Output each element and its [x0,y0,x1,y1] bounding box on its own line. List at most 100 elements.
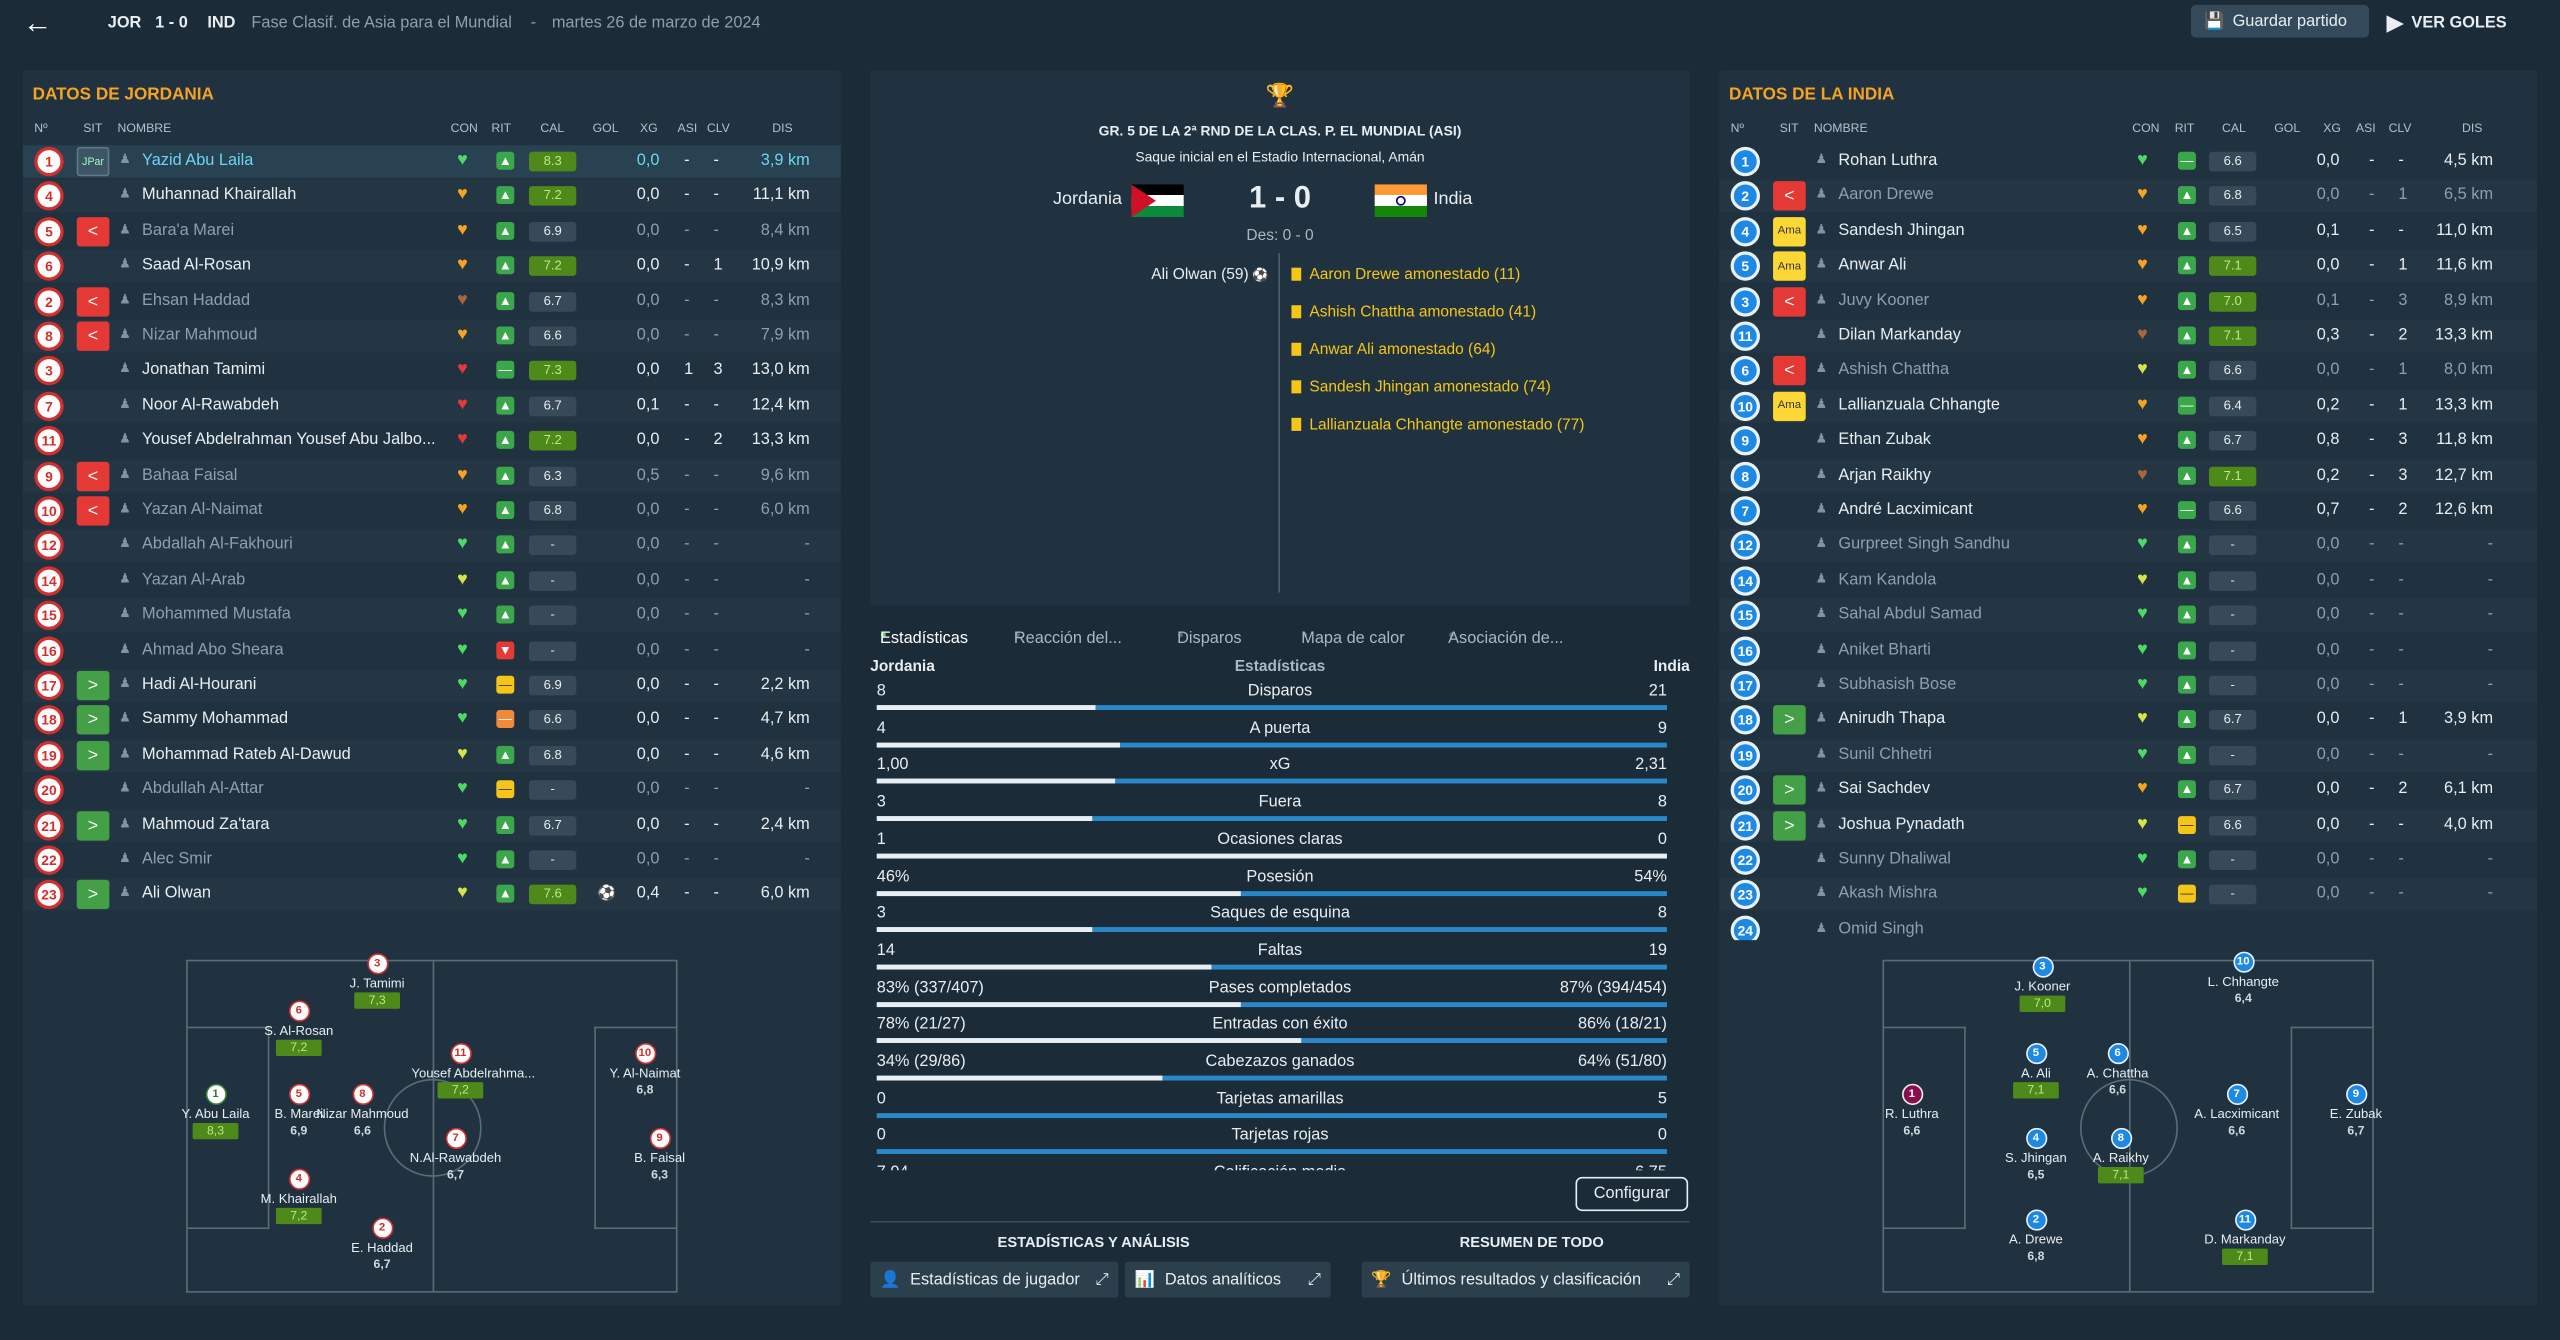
player-row[interactable]: 20 ♟ Abdullah Al-Attar ♥ — -0,0- - - [23,774,841,807]
formation-player[interactable]: 5 A. Ali 7,1 [1987,1042,2085,1099]
player-name[interactable]: Omid Singh [1838,920,1924,939]
player-name[interactable]: Muhannad Khairallah [142,186,297,205]
player-name[interactable]: Arjan Raikhy [1838,466,1931,485]
player-row[interactable]: 15 ♟ Sahal Abdul Samad ♥ ▲ -0,0- - - [1719,599,2538,632]
player-name[interactable]: Sunil Chhetri [1838,745,1932,764]
player-name[interactable]: Alec Smir [142,850,212,869]
formation-player[interactable]: 7 A. Lacximicant 6,6 [2188,1083,2286,1144]
player-name[interactable]: Nizar Mahmoud [142,326,258,345]
formation-player[interactable]: 6 A. Chattha 6,6 [2069,1042,2167,1103]
formation-player[interactable]: 1 Y. Abu Laila 8,3 [167,1083,265,1140]
player-name[interactable]: Lallianzuala Chhangte [1838,396,2000,415]
player-name[interactable]: André Lacximicant [1838,501,1973,520]
player-name[interactable]: Yazid Abu Laila [142,151,254,170]
player-name[interactable]: Sahal Abdul Samad [1838,605,1982,624]
player-name[interactable]: Joshua Pynadath [1838,815,1965,834]
player-row[interactable]: 4 Ama ♟ Sandesh Jhingan ♥ ▲ 6.5 0,1 - - 11,0 km [1719,215,2537,248]
player-row[interactable]: 5 < ♟ Bara'a Marei ♥ ▲ 6.9 0,0 - - 8,4 km [23,215,841,248]
player-row[interactable]: 12 ♟ Abdallah Al-Fakhouri ♥ ▲ -0,0- - - [22,529,841,563]
player-row[interactable]: 11 ♟ Yousef Abdelrahman Yousef Abu Jalbo..… [23,425,841,458]
player-row[interactable]: 14 ♟ Kam Kandola ♥ ▲ -0,0- - - [1719,564,2537,597]
player-name[interactable]: Sandesh Jhingan [1838,221,1965,240]
player-row[interactable]: 3 < ♟ Juvy Kooner ♥ ▲ 7.0 0,1 - 3 8,9 km [1719,285,2537,318]
player-row[interactable]: 15 ♟ Mohammed Mustafa ♥ ▲ -0,0- - - [22,599,841,632]
player-row[interactable]: 16 ♟ Aniket Bharti ♥ ▲ -0,0- - - [1719,634,2537,667]
player-row[interactable]: 17 > ♟ Hadi Al-Hourani ♥ — 6.9 0,0 - - 2,2 km [22,669,841,702]
player-row[interactable]: 7 ♟ Noor Al-Rawabdeh ♥ ▲ 6.7 0,1 - - 12,4 km [22,389,841,423]
player-name[interactable]: Abdullah Al-Attar [142,780,264,799]
player-row[interactable]: 7 ♟ André Lacximicant ♥ — 6.6 0,7 - 2 12,6 km [1719,495,2537,528]
formation-player[interactable]: 11 D. Markanday 7,1 [2196,1209,2294,1265]
player-name[interactable]: Abdallah Al-Fakhouri [142,535,293,554]
player-name[interactable]: Ali Olwan [142,885,212,904]
player-name[interactable]: Yazan Al-Naimat [142,501,263,520]
player-name[interactable]: Aaron Drewe [1838,186,1934,205]
player-row[interactable]: 9 < ♟ Bahaa Faisal ♥ ▲ 6.3 0,5 - - 9,6 km [22,459,841,493]
results-button[interactable]: 🏆 Últimos resultados y clasificación ⤢ [1361,1261,1690,1298]
player-name[interactable]: Mohammed Mustafa [142,605,291,624]
player-name[interactable]: Yousef Abdelrahman Yousef Abu Jalbo... [142,431,436,450]
player-row[interactable]: 11 ♟ Dilan Markanday ♥ ▲ 7.1 0,3 - 2 13,3 km [1719,319,2538,353]
player-row[interactable]: 1 JPar ♟ Yazid Abu Laila ♥ ▲ 8.3 0,0 - - 3,9 km [22,145,841,178]
player-name[interactable]: Bahaa Faisal [142,466,238,485]
formation-player[interactable]: 9 B. Faisal 6,3 [611,1127,709,1188]
player-row[interactable]: 3 ♟ Jonathan Tamimi ♥ —7.3 0,0 1 3 13,0 km [23,355,841,388]
player-stats-button[interactable]: 👤 Estadísticas de jugador ⤢ [870,1261,1119,1298]
player-row[interactable]: 1 ♟ Rohan Luthra ♥ — 6.6 0,0 - - 4,5 km [1719,145,2537,178]
player-row[interactable]: 19 ♟ Sunil Chhetri ♥ ▲ -0,0- - - [1719,739,2538,772]
player-row[interactable]: 23 > ♟ Ali Olwan ♥ ▲ 7.6 ⚽ 0,4 - - 6,0 km [22,878,841,912]
player-name[interactable]: Dilan Markanday [1838,326,1961,345]
player-name[interactable]: Kam Kandola [1838,570,1937,589]
formation-player[interactable]: 7 N.Al-Rawabdeh 6,7 [407,1127,505,1188]
formation-player[interactable]: 9 E. Zubak 6,7 [2307,1083,2405,1144]
save-match-button[interactable]: 💾 Guardar partido [2191,4,2369,38]
player-row[interactable]: 6 < ♟ Ashish Chattha ♥ ▲ 6.6 0,0 - 1 8,0 km [1719,355,2537,388]
formation-player[interactable]: 2 E. Haddad 6,7 [333,1217,431,1278]
formation-player[interactable]: 2 A. Drewe 6,8 [1987,1209,2085,1269]
player-row[interactable]: 9 ♟ Ethan Zubak ♥ ▲ 6.7 0,8 - 3 11,8 km [1719,425,2537,458]
player-row[interactable]: 14 ♟ Yazan Al-Arab ♥ ▲ -0,0- - - [23,564,841,597]
player-row[interactable]: 21 > ♟ Joshua Pynadath ♥ — 6.6 0,0 - - 4,0 km [1719,808,2538,842]
player-row[interactable]: 12 ♟ Gurpreet Singh Sandhu ♥ ▲ -0,0- - - [1719,529,2538,563]
formation-player[interactable]: 10 L. Chhangte 6,4 [2194,951,2292,1012]
player-row[interactable]: 8 ♟ Arjan Raikhy ♥ ▲ 7.1 0,2 - 3 12,7 km [1719,459,2538,493]
player-name[interactable]: Sammy Mohammad [142,710,289,729]
formation-player[interactable]: 8 A. Raikhy 7,1 [2072,1127,2170,1184]
formation-player[interactable]: 4 M. Khairallah 7,2 [250,1168,348,1225]
player-name[interactable]: Anirudh Thapa [1838,710,1946,729]
player-name[interactable]: Yazan Al-Arab [142,570,246,589]
formation-player[interactable]: 5 B. Marei 6,9 [250,1083,348,1144]
player-name[interactable]: Mohammad Rateb Al-Dawud [142,745,351,764]
player-name[interactable]: Juvy Kooner [1838,291,1930,310]
player-row[interactable]: 10 < ♟ Yazan Al-Naimat ♥ ▲ 6.8 0,0 - - 6,0 km [23,495,841,528]
player-name[interactable]: Noor Al-Rawabdeh [142,396,280,415]
player-row[interactable]: 19 > ♟ Mohammad Rateb Al-Dawud ♥ ▲ 6.8 0,0 - - 4,6… [22,739,841,772]
player-name[interactable]: Mahmoud Za'tara [142,815,270,834]
formation-player[interactable]: 3 J. Tamimi 7,3 [328,953,426,1009]
player-name[interactable]: Jonathan Tamimi [142,361,266,380]
player-name[interactable]: Rohan Luthra [1838,151,1938,170]
player-name[interactable]: Aniket Bharti [1838,640,1931,659]
back-arrow-icon[interactable]: ← [22,6,53,40]
player-row[interactable]: 16 ♟ Ahmad Abo Sheara ♥ ▼ -0,0- - - [23,634,841,667]
player-row[interactable]: 18 > ♟ Sammy Mohammad ♥ — 6.6 0,0 - - 4,7 km [23,704,841,737]
view-goals-button[interactable]: ▶ VER GOLES [2387,8,2534,37]
player-name[interactable]: Ethan Zubak [1838,431,1931,450]
player-row[interactable]: 22 ♟ Sunny Dhaliwal ♥ ▲ -0,0- - - [1719,844,2537,877]
player-row[interactable]: 20 > ♟ Sai Sachdev ♥ ▲ 6.7 0,0 - 2 6,1 km [1719,774,2537,807]
player-row[interactable]: 4 ♟ Muhannad Khairallah ♥ ▲ 7.2 0,0 - - 11,1 km [22,180,841,213]
formation-player[interactable]: 8 Nizar Mahmoud 6,6 [313,1083,411,1144]
player-row[interactable]: 2 < ♟ Aaron Drewe ♥ ▲ 6.8 0,0 - 1 6,5 km [1719,180,2538,213]
player-name[interactable]: Akash Mishra [1838,885,1938,904]
formation-player[interactable]: 4 S. Jhingan 6,5 [1987,1127,2085,1188]
player-name[interactable]: Bara'a Marei [142,221,235,240]
player-name[interactable]: Subhasish Bose [1838,675,1957,694]
player-name[interactable]: Hadi Al-Hourani [142,675,257,694]
player-row[interactable]: 2 < ♟ Ehsan Haddad ♥ ▲ 6.7 0,0 - - 8,3 km [23,285,841,318]
player-row[interactable]: 21 > ♟ Mahmoud Za'tara ♥ ▲ 6.7 0,0 - - 2,4 km [22,808,841,842]
configure-button[interactable]: Configurar [1575,1176,1689,1212]
player-row[interactable]: 17 ♟ Subhasish Bose ♥ ▲ -0,0- - - [1719,669,2538,702]
player-row[interactable]: 8 < ♟ Nizar Mahmoud ♥ ▲ 6.6 0,0 - - 7,9 km [22,319,841,353]
player-row[interactable]: 22 ♟ Alec Smir ♥ ▲ -0,0- - - [23,844,841,877]
formation-player[interactable]: 3 J. Kooner 7,0 [1993,956,2091,1012]
